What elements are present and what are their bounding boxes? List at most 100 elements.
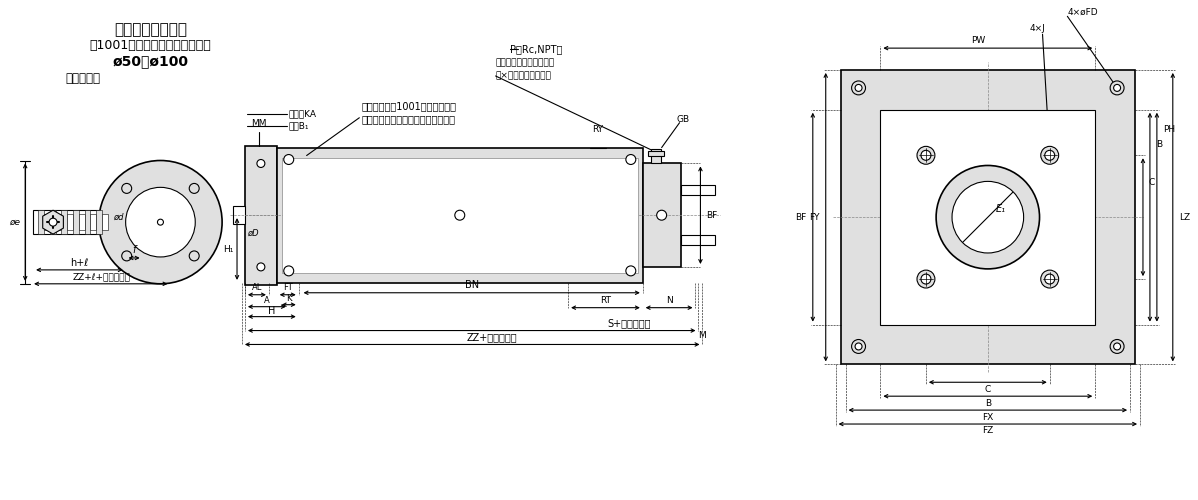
Text: B: B [1156, 140, 1162, 149]
Circle shape [916, 270, 934, 288]
Circle shape [122, 251, 132, 261]
Text: H: H [268, 306, 276, 316]
Text: H₁: H₁ [223, 244, 234, 254]
Bar [55, 214, 61, 230]
Circle shape [1111, 340, 1124, 353]
Text: øD: øD [247, 228, 259, 237]
Bar [643, 164, 680, 267]
Circle shape [936, 166, 1040, 269]
Text: ロングストローク: ロングストローク [114, 22, 187, 36]
Text: ストロークが1001以上の場合は: ストロークが1001以上の場合は [362, 101, 456, 111]
Text: K: K [286, 294, 291, 303]
Text: BF: BF [707, 210, 718, 220]
Bar [680, 235, 715, 245]
Bar [90, 214, 96, 230]
Circle shape [1045, 274, 1054, 284]
Text: BF: BF [795, 212, 806, 222]
Circle shape [157, 219, 163, 225]
Circle shape [284, 154, 294, 164]
Text: B: B [985, 398, 991, 407]
Text: ød: ød [113, 212, 123, 222]
Circle shape [921, 150, 931, 160]
Bar [648, 150, 664, 156]
Text: 二面幅KA: 二面幅KA [289, 110, 316, 118]
Circle shape [1041, 146, 1059, 164]
Text: AL: AL [252, 284, 262, 292]
Circle shape [1111, 81, 1124, 95]
Circle shape [1045, 150, 1054, 160]
Text: ø50～ø100: ø50～ø100 [113, 54, 188, 68]
Text: RT: RT [600, 296, 611, 305]
Circle shape [98, 160, 222, 284]
Text: FT: FT [283, 284, 292, 292]
Circle shape [921, 274, 931, 284]
Circle shape [189, 184, 199, 194]
Text: C: C [985, 384, 991, 394]
Bar [96, 210, 102, 234]
Polygon shape [43, 210, 63, 234]
Text: 対辺B₁: 対辺B₁ [289, 121, 309, 130]
Circle shape [256, 263, 265, 271]
Circle shape [256, 160, 265, 168]
Circle shape [1114, 343, 1120, 350]
Text: C: C [1149, 178, 1155, 187]
Text: ZZ+ℓ+ストローク: ZZ+ℓ+ストローク [73, 272, 131, 281]
Circle shape [657, 210, 666, 220]
Text: h+ℓ: h+ℓ [71, 258, 89, 268]
Text: BN: BN [465, 280, 479, 290]
Bar [195, 214, 216, 230]
Circle shape [952, 182, 1023, 253]
Circle shape [49, 218, 58, 226]
Bar [61, 210, 67, 234]
Text: FZ: FZ [982, 426, 993, 436]
Bar [881, 110, 1095, 324]
Circle shape [855, 84, 863, 91]
Circle shape [1114, 84, 1120, 91]
Text: ジャバラ付: ジャバラ付 [66, 72, 101, 86]
Circle shape [852, 340, 865, 353]
Bar [85, 210, 90, 234]
Circle shape [1041, 270, 1059, 288]
Text: 4×J: 4×J [1029, 24, 1046, 32]
Text: PH: PH [1163, 125, 1175, 134]
Circle shape [126, 188, 195, 257]
Circle shape [855, 343, 863, 350]
Circle shape [189, 251, 199, 261]
Bar [651, 148, 660, 164]
Circle shape [916, 146, 934, 164]
Bar [79, 214, 85, 230]
Text: MM: MM [252, 119, 267, 128]
Bar [50, 210, 55, 234]
Text: S+ストローク: S+ストローク [607, 318, 651, 328]
Text: E₁: E₁ [996, 204, 1006, 214]
Text: FX: FX [982, 412, 993, 422]
Bar [282, 158, 637, 273]
Text: PW: PW [970, 36, 985, 44]
Bar [841, 70, 1135, 364]
Text: 4×øFD: 4×øFD [1067, 8, 1099, 17]
Circle shape [122, 184, 132, 194]
Text: LZ: LZ [1179, 212, 1190, 222]
Bar [234, 206, 244, 224]
Bar [67, 214, 73, 230]
Text: （1001ストローク以上の場合）: （1001ストローク以上の場合） [90, 38, 211, 52]
Bar [34, 210, 126, 234]
Circle shape [625, 266, 636, 276]
Text: M: M [698, 331, 706, 340]
Bar [102, 214, 108, 230]
Circle shape [284, 266, 294, 276]
Bar [38, 210, 44, 234]
Text: f: f [133, 245, 135, 255]
Bar [277, 148, 643, 283]
Bar [244, 146, 277, 285]
Bar [44, 214, 50, 230]
Text: FY: FY [810, 212, 819, 222]
Bar [73, 210, 79, 234]
Circle shape [625, 154, 636, 164]
Text: A: A [264, 296, 270, 305]
Text: ヘッド側シリンダポート: ヘッド側シリンダポート [496, 58, 555, 68]
Text: GB: GB [677, 115, 690, 124]
Text: N: N [666, 296, 672, 305]
Circle shape [852, 81, 865, 95]
Text: ZZ+ストローク: ZZ+ストローク [467, 332, 518, 342]
